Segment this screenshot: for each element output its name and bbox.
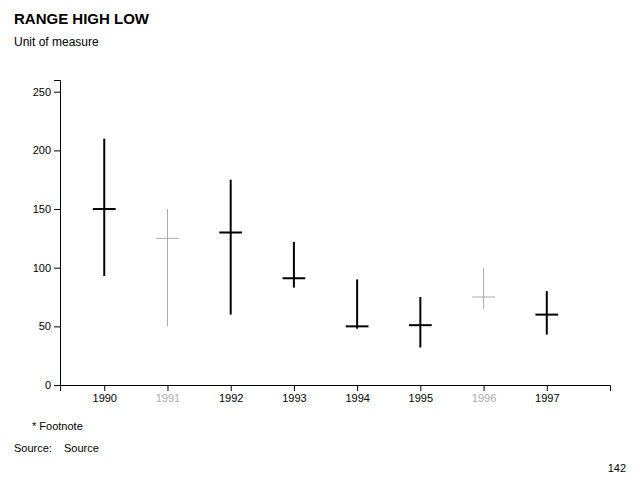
y-tick: 200 [33,144,60,156]
y-tick-mark [54,385,60,386]
axis-line [61,386,611,392]
marks [93,139,558,348]
x-tick-label: 1995 [409,392,433,404]
range-line [356,279,358,328]
subtitle: Unit of measure [14,35,99,49]
x-tick-label: 1990 [93,392,117,404]
plot: 1990 1991 1992 1993 1994 1995 1996 1997 0 50 100 15… [33,81,611,404]
range-line [483,268,484,309]
x-tick: 1991 [156,385,180,404]
mid-tick [156,238,179,239]
mid-tick [346,325,369,327]
mid-tick [283,277,306,279]
y-tick-label: 50 [39,320,51,332]
annotation: 142 [608,462,626,474]
y-tick-mark [54,150,60,151]
annotation: * Footnote [32,420,83,432]
x-tick: 1993 [282,385,306,404]
y-tick-label: 0 [45,379,51,391]
range-line [167,209,168,326]
y-tick-label: 150 [33,203,51,215]
y-tick-label: 200 [33,144,51,156]
x-tick: 1990 [93,385,117,404]
x-tick-mark [294,385,295,391]
y-tick-mark [54,326,60,327]
y-tick: 100 [33,262,60,274]
x-tick-mark [357,385,358,391]
range-line [419,297,421,347]
x-tick: 1995 [409,385,433,404]
annotation: Source: [14,442,52,454]
x-tick: 1996 [472,385,496,404]
mid-tick [219,232,242,234]
mid-tick [93,208,116,210]
y-tick-mark [54,92,60,93]
x-tick-label: 1997 [535,392,559,404]
range-line [103,139,105,276]
y-tick-mark [54,209,60,210]
x-tick: 1997 [535,385,559,404]
annotation: Source [64,442,99,454]
title: RANGE HIGH LOW [14,10,150,27]
x-tick-label: 1996 [472,392,496,404]
x-tick-label: 1991 [156,392,180,404]
x-tick-mark [231,385,232,391]
x-tick: 1992 [219,385,243,404]
axis-line [54,81,61,386]
range-line [546,291,548,334]
y-tick: 0 [45,379,60,391]
y-tick: 150 [33,203,60,215]
x-tick-label: 1992 [219,392,243,404]
y-tick-label: 250 [33,86,51,98]
range-line [230,180,232,315]
x-tick-mark [484,385,485,391]
x-tick: 1994 [345,385,369,404]
y-tick-mark [54,268,60,269]
mid-tick [535,314,558,316]
x-tick-label: 1994 [345,392,369,404]
x-tick-mark [167,385,168,391]
range-line [293,242,295,288]
y-tick: 50 [39,320,60,332]
chart: RANGE HIGH LOWUnit of measure19901991199… [0,0,640,480]
x-tick-label: 1993 [282,392,306,404]
y-axis: 0 50 100 150 200 250 [33,81,61,392]
x-tick-mark [547,385,548,391]
x-tick-mark [420,385,421,391]
x-axis: 1990 1991 1992 1993 1994 1995 1996 1997 [61,385,611,404]
mid-tick [472,297,495,298]
mid-tick [409,324,432,326]
y-tick-label: 100 [33,262,51,274]
x-tick-mark [104,385,105,391]
y-tick: 250 [33,86,60,98]
